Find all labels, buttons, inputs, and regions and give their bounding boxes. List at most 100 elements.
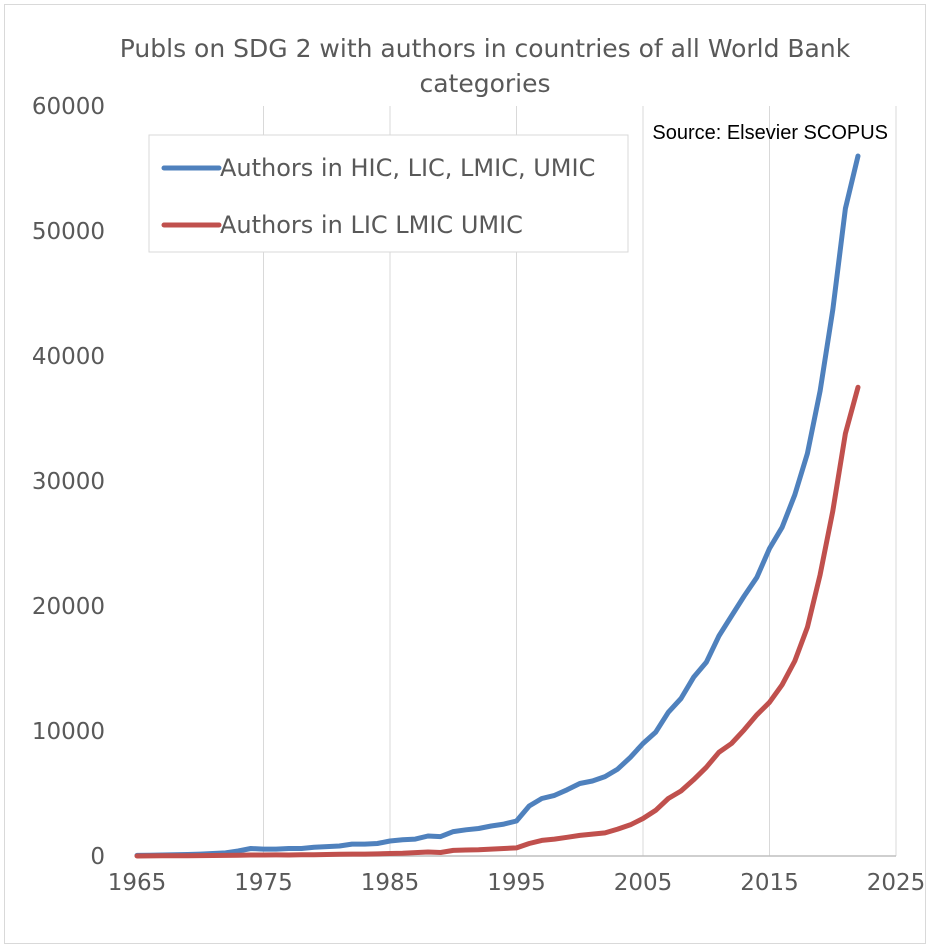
data-point: [148, 854, 152, 858]
data-point: [236, 853, 240, 857]
legend-label-series-2: Authors in LIC LMIC UMIC: [220, 211, 523, 239]
data-point: [211, 854, 215, 857]
data-point: [375, 852, 379, 856]
data-point: [186, 854, 190, 858]
data-point: [300, 847, 303, 850]
data-point: [590, 832, 594, 836]
data-point: [375, 842, 379, 845]
data-point: [224, 853, 228, 857]
data-point: [363, 842, 367, 846]
data-point: [173, 854, 177, 858]
data-point: [565, 835, 569, 839]
x-tick-label: 1975: [234, 870, 293, 896]
legend-label-series-1: Authors in HIC, LIC, LMIC, UMIC: [220, 154, 595, 182]
x-tick-label: 1985: [361, 870, 420, 896]
data-point: [856, 154, 860, 158]
data-point: [540, 797, 544, 800]
data-point: [325, 853, 329, 856]
data-point: [527, 804, 531, 808]
x-tick-label: 1965: [108, 870, 167, 896]
data-point: [325, 845, 329, 849]
data-point: [730, 742, 733, 745]
data-point: [679, 789, 683, 793]
tick-labels: 1965 1975 1985 1995 2005 2015 2025 0 10000 20000 3…: [32, 94, 925, 896]
data-point: [515, 819, 518, 823]
y-tick-label: 60000: [32, 94, 105, 120]
data-point: [489, 824, 493, 828]
data-point: [160, 854, 164, 858]
x-tick-label: 2005: [614, 870, 673, 896]
data-point: [704, 765, 708, 769]
data-point: [350, 842, 354, 846]
data-point: [477, 827, 481, 830]
data-point: [287, 847, 291, 850]
data-point: [553, 837, 556, 841]
data-point: [654, 808, 658, 812]
data-point: [439, 835, 443, 839]
chart-title-line-2: categories: [419, 69, 550, 98]
y-tick-label: 20000: [32, 594, 105, 620]
x-tick-label: 2015: [740, 870, 799, 896]
data-point: [350, 852, 354, 856]
data-point: [654, 730, 658, 734]
data-point: [603, 831, 607, 835]
x-tick-label: 2025: [867, 870, 926, 896]
data-point: [249, 847, 253, 850]
series-line-1: [134, 153, 861, 858]
data-point: [780, 683, 784, 687]
data-point: [578, 782, 582, 785]
y-tick-label: 50000: [32, 219, 105, 245]
data-point: [755, 575, 759, 579]
series-points-2: [135, 385, 860, 858]
data-point: [236, 849, 240, 853]
data-point: [818, 573, 822, 577]
data-point: [401, 838, 405, 842]
data-point: [502, 822, 506, 826]
data-point: [337, 844, 341, 848]
y-tick-label: 10000: [32, 719, 105, 745]
data-point: [274, 847, 278, 851]
data-point: [388, 839, 392, 843]
x-tick-label: 1995: [487, 870, 546, 896]
data-point: [477, 848, 481, 852]
data-point: [805, 452, 809, 455]
data-point: [692, 675, 696, 679]
series-points-1: [135, 154, 860, 857]
data-point: [262, 853, 265, 857]
data-point: [451, 848, 455, 852]
data-point: [312, 845, 316, 849]
data-point: [755, 713, 759, 717]
data-point: [527, 842, 531, 845]
data-point: [616, 767, 620, 771]
data-point: [502, 847, 506, 850]
data-point: [641, 817, 645, 820]
data-point: [805, 625, 809, 629]
data-point: [793, 493, 797, 497]
data-point: [742, 594, 746, 598]
data-point: [249, 853, 253, 857]
data-point: [464, 848, 468, 852]
data-point: [628, 823, 632, 827]
data-point: [198, 854, 202, 858]
data-point: [287, 853, 291, 857]
data-point: [413, 837, 417, 841]
data-point: [337, 852, 341, 856]
data-point: [274, 853, 278, 857]
data-point: [730, 614, 733, 618]
data-point: [464, 828, 468, 832]
data-point: [856, 385, 860, 389]
data-point: [768, 700, 771, 704]
series-line-2: [134, 384, 861, 859]
chart-title-line-1: Publs on SDG 2 with authors in countries…: [120, 34, 851, 63]
data-point: [704, 660, 708, 664]
data-point: [489, 847, 493, 851]
data-point: [565, 788, 569, 792]
data-point: [603, 775, 607, 779]
y-tick-label: 40000: [32, 344, 105, 370]
data-point: [692, 778, 696, 782]
data-point: [451, 830, 455, 834]
data-point: [780, 525, 784, 529]
data-point: [793, 659, 797, 663]
data-point: [641, 742, 645, 745]
data-point: [843, 432, 847, 435]
